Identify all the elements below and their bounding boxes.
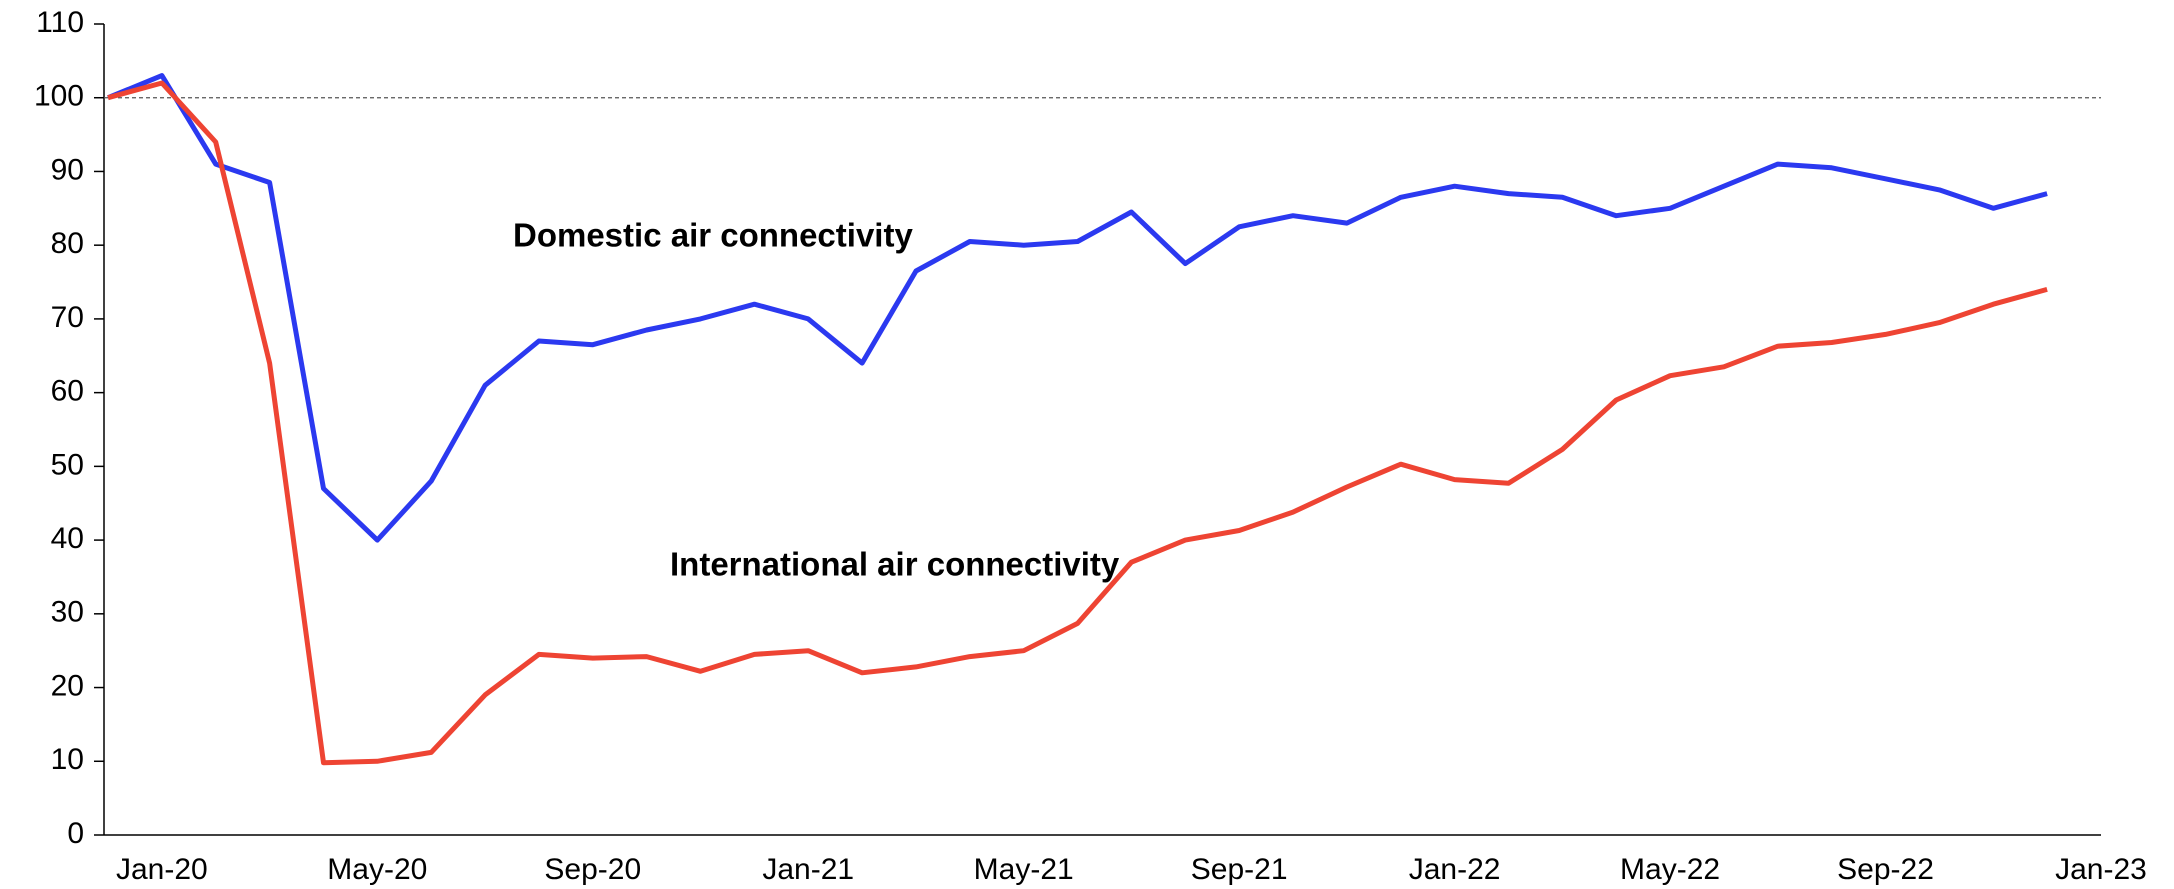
y-tick-label: 90 bbox=[51, 153, 84, 186]
y-tick-label: 40 bbox=[51, 522, 84, 555]
x-tick-label: May-20 bbox=[327, 853, 427, 886]
y-tick-label: 0 bbox=[67, 817, 84, 850]
x-tick-label: May-22 bbox=[1620, 853, 1720, 886]
y-tick-label: 110 bbox=[36, 6, 84, 39]
x-tick-label: Sep-21 bbox=[1191, 853, 1288, 886]
y-tick-label: 70 bbox=[51, 301, 84, 334]
series-line bbox=[107, 73, 2048, 543]
y-tick-label: 20 bbox=[51, 669, 84, 702]
x-tick-label: Sep-22 bbox=[1837, 853, 1934, 886]
series-annotation: Domestic air connectivity bbox=[513, 217, 913, 254]
x-tick-label: Jan-22 bbox=[1409, 853, 1501, 886]
series-line bbox=[107, 80, 2048, 766]
y-tick-label: 100 bbox=[34, 80, 84, 113]
y-tick-label: 60 bbox=[51, 375, 84, 408]
y-tick-label: 10 bbox=[51, 743, 84, 776]
x-tick-label: Jan-20 bbox=[116, 853, 208, 886]
x-tick-label: Sep-20 bbox=[544, 853, 641, 886]
y-tick-label: 30 bbox=[51, 596, 84, 629]
x-tick-label: May-21 bbox=[974, 853, 1074, 886]
series-annotation: International air connectivity bbox=[670, 546, 1120, 583]
x-tick-label: Jan-21 bbox=[762, 853, 854, 886]
y-tick-label: 80 bbox=[51, 227, 84, 260]
x-tick-label: Jan-23 bbox=[2055, 853, 2147, 886]
y-tick-label: 50 bbox=[51, 448, 84, 481]
